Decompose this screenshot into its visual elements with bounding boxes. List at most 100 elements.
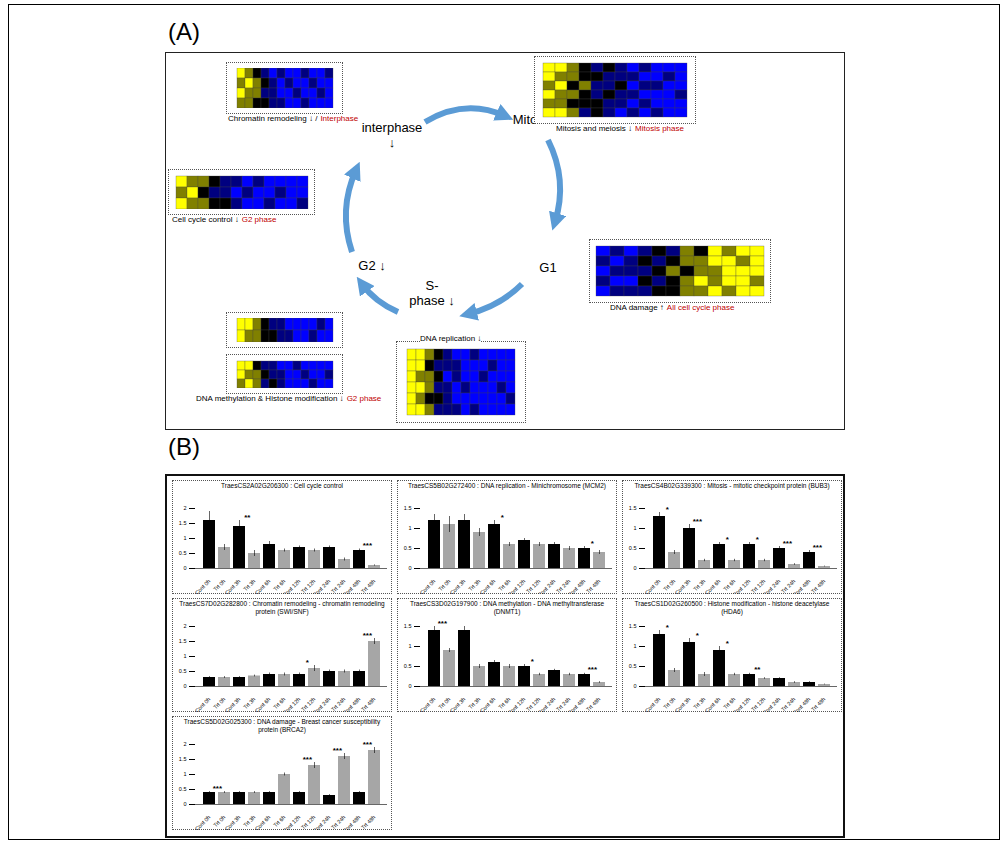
svg-text:*: * xyxy=(666,623,670,632)
svg-text:*: * xyxy=(531,657,535,666)
svg-text:1: 1 xyxy=(633,525,636,531)
svg-text:0: 0 xyxy=(183,565,186,571)
svg-text:Trt 48h: Trt 48h xyxy=(360,578,376,594)
svg-text:0.5: 0.5 xyxy=(179,550,187,556)
svg-text:Cont 6h: Cont 6h xyxy=(479,578,497,594)
svg-text:Cont 6h: Cont 6h xyxy=(254,814,272,830)
svg-text:Cont 12h: Cont 12h xyxy=(281,814,301,830)
svg-text:Trt 48h: Trt 48h xyxy=(585,578,601,594)
svg-text:***: *** xyxy=(333,746,343,755)
svg-text:**: ** xyxy=(244,513,251,522)
svg-text:Cont 24h: Cont 24h xyxy=(761,578,781,594)
svg-text:G1: G1 xyxy=(539,260,556,275)
svg-text:0: 0 xyxy=(183,683,186,689)
svg-text:0: 0 xyxy=(408,683,411,689)
svg-text:*: * xyxy=(306,658,310,667)
svg-text:Cont 6h: Cont 6h xyxy=(704,578,722,594)
svg-text:1: 1 xyxy=(183,535,186,541)
svg-text:***: *** xyxy=(303,755,313,764)
svg-text:***: *** xyxy=(213,784,223,793)
svg-text:*: * xyxy=(726,639,730,648)
svg-text:***: *** xyxy=(438,619,448,628)
svg-text:*: * xyxy=(666,505,670,514)
svg-text:0: 0 xyxy=(633,565,636,571)
svg-text:Cont 24h: Cont 24h xyxy=(311,696,331,712)
svg-text:***: *** xyxy=(693,517,703,526)
svg-text:1.5: 1.5 xyxy=(404,623,412,629)
svg-text:Cont 6h: Cont 6h xyxy=(704,696,722,712)
svg-text:Cont 24h: Cont 24h xyxy=(536,578,556,594)
svg-text:*: * xyxy=(591,539,595,548)
svg-text:1.5: 1.5 xyxy=(629,623,637,629)
svg-text:1: 1 xyxy=(183,771,186,777)
svg-text:Cont 48h: Cont 48h xyxy=(341,578,361,594)
svg-text:Cont 12h: Cont 12h xyxy=(731,578,751,594)
svg-text:Cont 12h: Cont 12h xyxy=(731,696,751,712)
svg-text:Cont 6h: Cont 6h xyxy=(479,696,497,712)
svg-text:Cont 48h: Cont 48h xyxy=(791,696,811,712)
svg-text:***: *** xyxy=(813,543,823,552)
svg-text:2: 2 xyxy=(183,741,186,747)
svg-text:1.5: 1.5 xyxy=(404,505,412,511)
svg-text:Cont 24h: Cont 24h xyxy=(311,814,331,830)
svg-text:Cont 6h: Cont 6h xyxy=(254,578,272,594)
svg-text:1: 1 xyxy=(633,643,636,649)
svg-text:Cont 3h: Cont 3h xyxy=(449,696,467,712)
svg-text:***: *** xyxy=(588,665,598,674)
svg-text:Cont 48h: Cont 48h xyxy=(341,696,361,712)
svg-text:**: ** xyxy=(754,665,761,674)
svg-text:Cont 0h: Cont 0h xyxy=(194,578,212,594)
svg-text:Trt 48h: Trt 48h xyxy=(810,696,826,712)
svg-text:***: *** xyxy=(363,631,373,640)
svg-text:0: 0 xyxy=(183,801,186,807)
svg-text:*: * xyxy=(696,631,700,640)
svg-text:Cont 0h: Cont 0h xyxy=(644,696,662,712)
svg-text:Cont 3h: Cont 3h xyxy=(674,696,692,712)
svg-text:Cont 12h: Cont 12h xyxy=(506,696,526,712)
svg-text:1.5: 1.5 xyxy=(179,520,187,526)
svg-text:Cont 48h: Cont 48h xyxy=(566,696,586,712)
svg-text:Cont 48h: Cont 48h xyxy=(341,814,361,830)
svg-text:0: 0 xyxy=(633,683,636,689)
svg-text:Cont 0h: Cont 0h xyxy=(194,696,212,712)
svg-text:0.5: 0.5 xyxy=(404,545,412,551)
svg-text:Trt 48h: Trt 48h xyxy=(360,814,376,830)
svg-text:*: * xyxy=(501,513,505,522)
svg-text:1.5: 1.5 xyxy=(629,505,637,511)
svg-text:2: 2 xyxy=(183,505,186,511)
svg-text:2: 2 xyxy=(183,623,186,629)
svg-text:1.5: 1.5 xyxy=(179,756,187,762)
svg-text:1: 1 xyxy=(408,643,411,649)
svg-text:Cont 0h: Cont 0h xyxy=(194,814,212,830)
svg-text:Cont 24h: Cont 24h xyxy=(536,696,556,712)
svg-text:***: *** xyxy=(363,541,373,550)
svg-text:Cont 24h: Cont 24h xyxy=(761,696,781,712)
svg-text:Trt 48h: Trt 48h xyxy=(360,696,376,712)
svg-text:Cont 0h: Cont 0h xyxy=(419,578,437,594)
svg-text:0.5: 0.5 xyxy=(179,668,187,674)
svg-text:1: 1 xyxy=(183,653,186,659)
svg-text:Cont 24h: Cont 24h xyxy=(311,578,331,594)
svg-text:Cont 3h: Cont 3h xyxy=(224,696,242,712)
svg-text:Cont 6h: Cont 6h xyxy=(254,696,272,712)
svg-text:1.5: 1.5 xyxy=(179,638,187,644)
svg-text:***: *** xyxy=(363,740,373,749)
svg-text:S-phase ↓: S-phase ↓ xyxy=(409,278,455,308)
svg-text:Trt 48h: Trt 48h xyxy=(810,578,826,594)
svg-text:Cont 0h: Cont 0h xyxy=(644,578,662,594)
svg-text:0.5: 0.5 xyxy=(179,786,187,792)
svg-text:***: *** xyxy=(783,539,793,548)
svg-text:0: 0 xyxy=(408,565,411,571)
svg-text:0.5: 0.5 xyxy=(629,545,637,551)
svg-text:0.5: 0.5 xyxy=(629,663,637,669)
svg-text:Cont 48h: Cont 48h xyxy=(791,578,811,594)
svg-text:Cont 0h: Cont 0h xyxy=(419,696,437,712)
svg-text:*: * xyxy=(726,535,730,544)
svg-text:Cont 3h: Cont 3h xyxy=(674,578,692,594)
svg-text:Cont 3h: Cont 3h xyxy=(224,814,242,830)
svg-text:Cont 48h: Cont 48h xyxy=(566,578,586,594)
svg-text:Cont 3h: Cont 3h xyxy=(449,578,467,594)
svg-text:Cont 12h: Cont 12h xyxy=(281,696,301,712)
svg-text:interphase↓: interphase↓ xyxy=(362,120,423,150)
svg-text:Cont 3h: Cont 3h xyxy=(224,578,242,594)
